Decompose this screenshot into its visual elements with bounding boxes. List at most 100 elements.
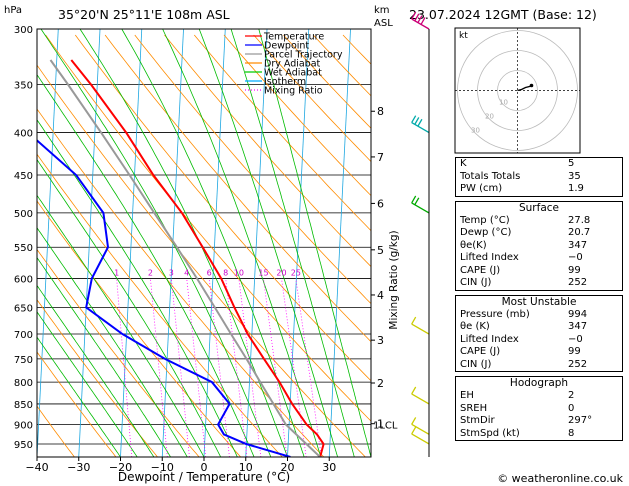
pressure-tick-label: 300 <box>14 25 33 36</box>
wet-adiabat-line <box>37 256 171 457</box>
isotherm-line <box>328 29 351 457</box>
row-label: CAPE (J) <box>460 346 501 357</box>
legend-label: Dry Adiabat <box>264 59 321 70</box>
lcl-label: 1LCL <box>373 421 398 432</box>
mixing-ratio-label: 1 <box>114 269 119 278</box>
temperature-profile <box>70 59 325 457</box>
table-row: Lifted Index −0 <box>456 334 622 347</box>
hodograph-ring <box>497 70 538 111</box>
most-unstable-title: Most Unstable <box>501 295 577 308</box>
legend-label: Dewpoint <box>264 41 309 52</box>
wet-adiabat-line <box>37 311 138 457</box>
footer-credit: © weatheronline.co.uk <box>497 472 623 485</box>
hodograph-ring <box>457 30 578 151</box>
x-tick-label: −10 <box>151 461 174 474</box>
wet-adiabat-line <box>230 29 355 457</box>
table-row: θe(K) 347 <box>456 240 622 253</box>
mixing-ratio-label: 15 <box>258 269 268 278</box>
row-value: 35 <box>568 170 581 182</box>
legend-label: Mixing Ratio <box>264 86 323 97</box>
mixing-ratio-label: 20 <box>276 269 286 278</box>
pressure-tick-label: 850 <box>14 400 33 411</box>
km-tick-label: 3 <box>377 334 384 347</box>
table-row: PW (cm) 1.9 <box>456 183 622 196</box>
dry-adiabat-line <box>45 34 371 422</box>
legend-label: Isotherm <box>264 77 306 88</box>
mixing-ratio-line <box>170 278 190 457</box>
table-row: Totals Totals 35 <box>456 171 622 184</box>
row-value: 99 <box>568 264 581 276</box>
km-tick-label: 6 <box>377 197 384 210</box>
dry-adiabat-line <box>164 34 371 268</box>
parcel-trajectory-profile <box>49 59 321 457</box>
table-row: CAPE (J) 99 <box>456 265 622 278</box>
pressure-tick-label: 650 <box>14 303 33 314</box>
legend-label: Wet Adiabat <box>264 68 322 79</box>
dry-adiabat-line <box>37 153 283 457</box>
wet-adiabat-line <box>37 158 222 457</box>
hodograph-unit: kt <box>459 31 468 41</box>
wet-adiabat-line <box>162 29 322 457</box>
x-tick-label: −40 <box>25 461 48 474</box>
mixing-ratio-label: 2 <box>148 269 153 278</box>
isotherm-line <box>78 29 101 457</box>
isotherm-line <box>203 29 226 457</box>
wet-adiabat-line <box>121 29 305 457</box>
row-value: 252 <box>568 277 588 288</box>
wet-adiabat-line <box>37 227 188 457</box>
row-value: 347 <box>568 239 588 251</box>
x-tick-label: 0 <box>201 461 208 474</box>
dry-adiabat-line <box>223 34 371 197</box>
pressure-tick-label: 750 <box>14 355 33 366</box>
dry-adiabat-line <box>37 64 366 457</box>
table-row: CIN (J) 252 <box>456 359 622 372</box>
x-axis-label: Dewpoint / Temperature (°C) <box>118 470 290 484</box>
pressure-tick-label: 700 <box>14 330 33 341</box>
hodograph-ring-label: 10 <box>499 99 508 107</box>
row-label: CIN (J) <box>460 277 492 288</box>
wet-adiabat-line <box>37 194 205 457</box>
surface-table: Surface Temp (°C) 27.8 Dewp (°C) 20.7 θe(K) 3… <box>455 200 623 291</box>
mixing-ratio-label: 3 <box>169 269 174 278</box>
row-label: CAPE (J) <box>460 264 501 276</box>
mixing-ratio-label: 25 <box>291 269 301 278</box>
row-label: Temp (°C) <box>460 214 510 226</box>
hodograph-ring <box>477 50 558 131</box>
isotherm-line <box>245 29 268 457</box>
mixing-ratio-axis-label: Mixing Ratio (g/kg) <box>388 230 400 329</box>
wind-barb <box>411 195 430 214</box>
dry-adiabat-line <box>37 405 75 457</box>
km-tick-label: 5 <box>377 244 384 257</box>
date-title: 23.07.2024 12GMT (Base: 12) <box>409 7 597 22</box>
dry-adiabat-line <box>134 34 371 305</box>
row-label: EH <box>460 390 474 401</box>
wet-adiabat-line <box>198 29 338 457</box>
pressure-tick-label: 450 <box>14 171 33 182</box>
table-row: θe (K) 347 <box>456 321 622 334</box>
row-value: 252 <box>568 358 588 370</box>
mixing-ratio-line <box>281 278 307 457</box>
isotherm-line <box>413 29 434 457</box>
wind-barb <box>411 316 430 335</box>
dry-adiabat-line <box>37 200 241 457</box>
km-tick-label: 7 <box>377 151 384 164</box>
pressure-tick-label: 600 <box>14 275 33 286</box>
pressure-tick-label: 550 <box>14 243 33 254</box>
km-tick-label: 2 <box>377 377 384 390</box>
dry-adiabat-line <box>74 34 371 382</box>
table-row: SREH 0 <box>456 403 622 416</box>
legend-label: Parcel Trajectory <box>264 50 343 61</box>
wet-adiabat-line <box>40 29 272 457</box>
table-row: EH 2 <box>456 390 622 403</box>
mixing-ratio-label: 4 <box>184 269 189 278</box>
pressure-tick-label: 400 <box>14 129 33 140</box>
km-tick-label: 1 <box>377 418 384 431</box>
dry-adiabat-line <box>37 351 117 457</box>
row-label: Lifted Index <box>460 252 519 263</box>
wet-adiabat-line <box>37 73 255 457</box>
row-value: 8 <box>568 427 575 439</box>
dry-adiabat-line <box>37 108 325 457</box>
row-label: CIN (J) <box>460 358 492 370</box>
pressure-tick-label: 800 <box>14 378 33 389</box>
